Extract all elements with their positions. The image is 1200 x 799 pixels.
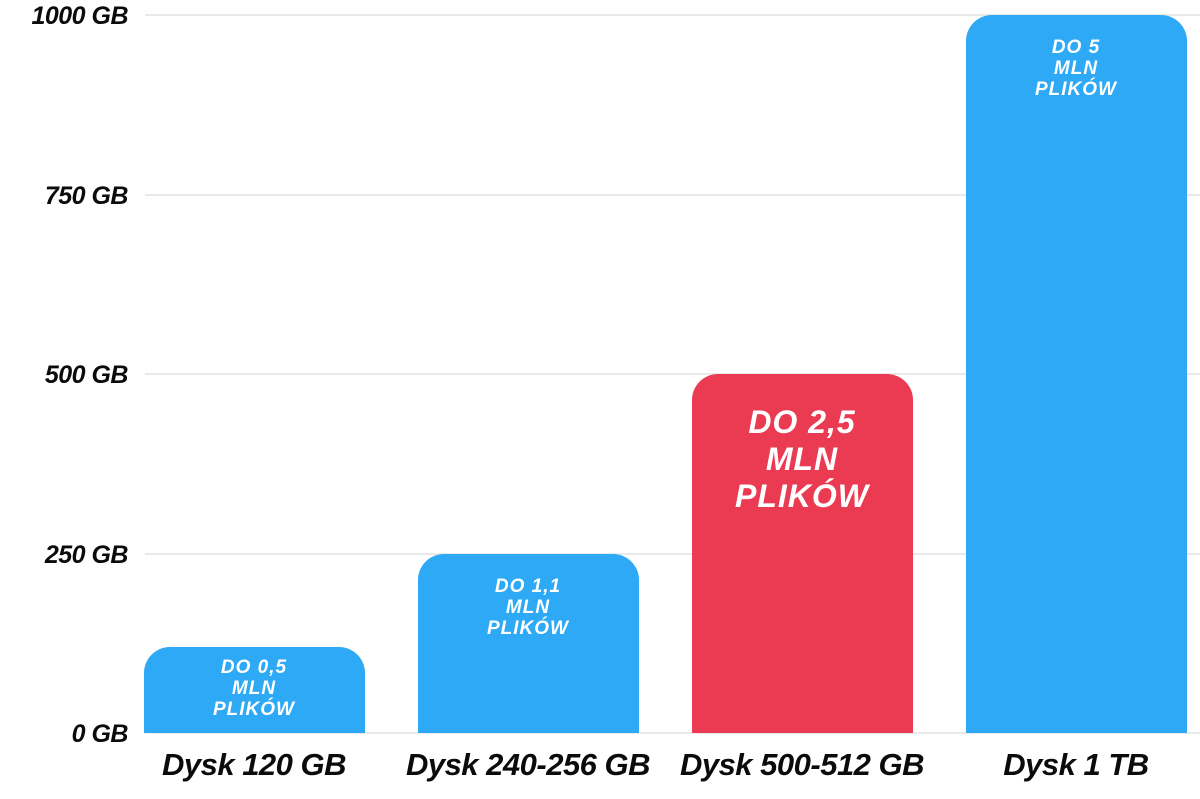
bar-annotation-line: DO 1,1 (494, 575, 562, 597)
y-axis-tick-label: 1000 GB (31, 2, 128, 30)
bar-annotation: DO 1,1 MLN PLIKÓW (418, 554, 639, 639)
x-axis-category-label: Dysk 1 TB (1003, 747, 1149, 782)
y-axis-tick-label: 0 GB (71, 720, 129, 748)
bar-annotation-line: PLIKÓW (487, 617, 569, 639)
bar-2: DO 1,1 MLN PLIKÓW (417, 553, 639, 733)
bar-annotation-line: MLN (505, 596, 551, 618)
bar-annotation: DO 5 MLN PLIKÓW (966, 15, 1187, 100)
gridline (145, 14, 1200, 16)
bar-annotation-line: PLIKÓW (735, 478, 869, 514)
bar-annotation-line: MLN (765, 441, 839, 477)
gridline (145, 193, 1200, 196)
bar-4: DO 5 MLN PLIKÓW (965, 15, 1187, 733)
bar-annotation-line: MLN (231, 677, 277, 699)
y-axis-tick-label: 750 GB (44, 181, 129, 210)
bar-annotation-line: PLIKÓW (1035, 79, 1117, 100)
gridline (145, 373, 1200, 375)
bar-annotation-line: DO 5 (1051, 37, 1101, 58)
bar-annotation-line: DO 0,5 (220, 656, 288, 678)
y-axis-tick-label: 500 GB (44, 361, 129, 389)
bar-1: DO 0,5 MLN PLIKÓW (143, 646, 365, 733)
gridline (145, 732, 1200, 734)
bar-3: DO 2,5 MLN PLIKÓW (691, 374, 913, 733)
bar-annotation-line: MLN (1053, 58, 1099, 79)
bar-annotation-line: DO 2,5 (748, 404, 856, 440)
x-axis-category-label: Dysk 120 GB (161, 747, 347, 782)
gridline (145, 552, 1200, 555)
bar-annotation: DO 0,5 MLN PLIKÓW (144, 647, 365, 720)
bar-annotation: DO 2,5 MLN PLIKÓW (692, 374, 913, 515)
bar-annotation-line: PLIKÓW (213, 698, 295, 720)
x-axis-category-label: Dysk 240-256 GB (405, 747, 651, 782)
y-axis-tick-label: 250 GB (44, 540, 129, 569)
x-axis-category-label: Dysk 500-512 GB (679, 747, 925, 782)
